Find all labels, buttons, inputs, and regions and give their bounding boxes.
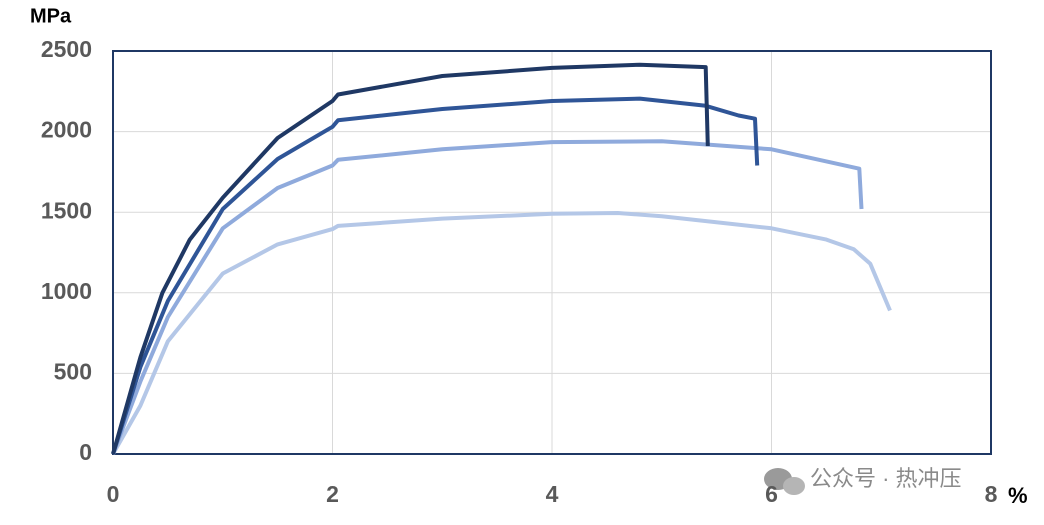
- series-line: [111, 62, 710, 455]
- x-axis-label: %: [1008, 483, 1028, 508]
- y-tick-label: 500: [54, 358, 92, 384]
- y-tick-label: 0: [79, 439, 92, 465]
- plot-border: [112, 50, 992, 455]
- x-tick-label: 6: [765, 481, 778, 507]
- y-axis-label: MPa: [30, 5, 72, 27]
- x-tick-label: 0: [107, 481, 120, 507]
- series-line: [111, 96, 760, 455]
- series-line: [111, 211, 892, 455]
- series-line: [111, 139, 864, 455]
- y-tick-label: 1000: [41, 278, 92, 304]
- y-tick-label: 2000: [41, 117, 92, 143]
- watermark-icon: [764, 468, 805, 495]
- y-tick-label: 2500: [41, 36, 92, 62]
- x-tick-label: 4: [546, 481, 559, 507]
- watermark: 公众号 · 热冲压: [810, 466, 962, 491]
- y-tick-label: 1500: [41, 197, 92, 223]
- x-tick-label: 2: [326, 481, 339, 507]
- x-tick-label: 8: [985, 481, 998, 507]
